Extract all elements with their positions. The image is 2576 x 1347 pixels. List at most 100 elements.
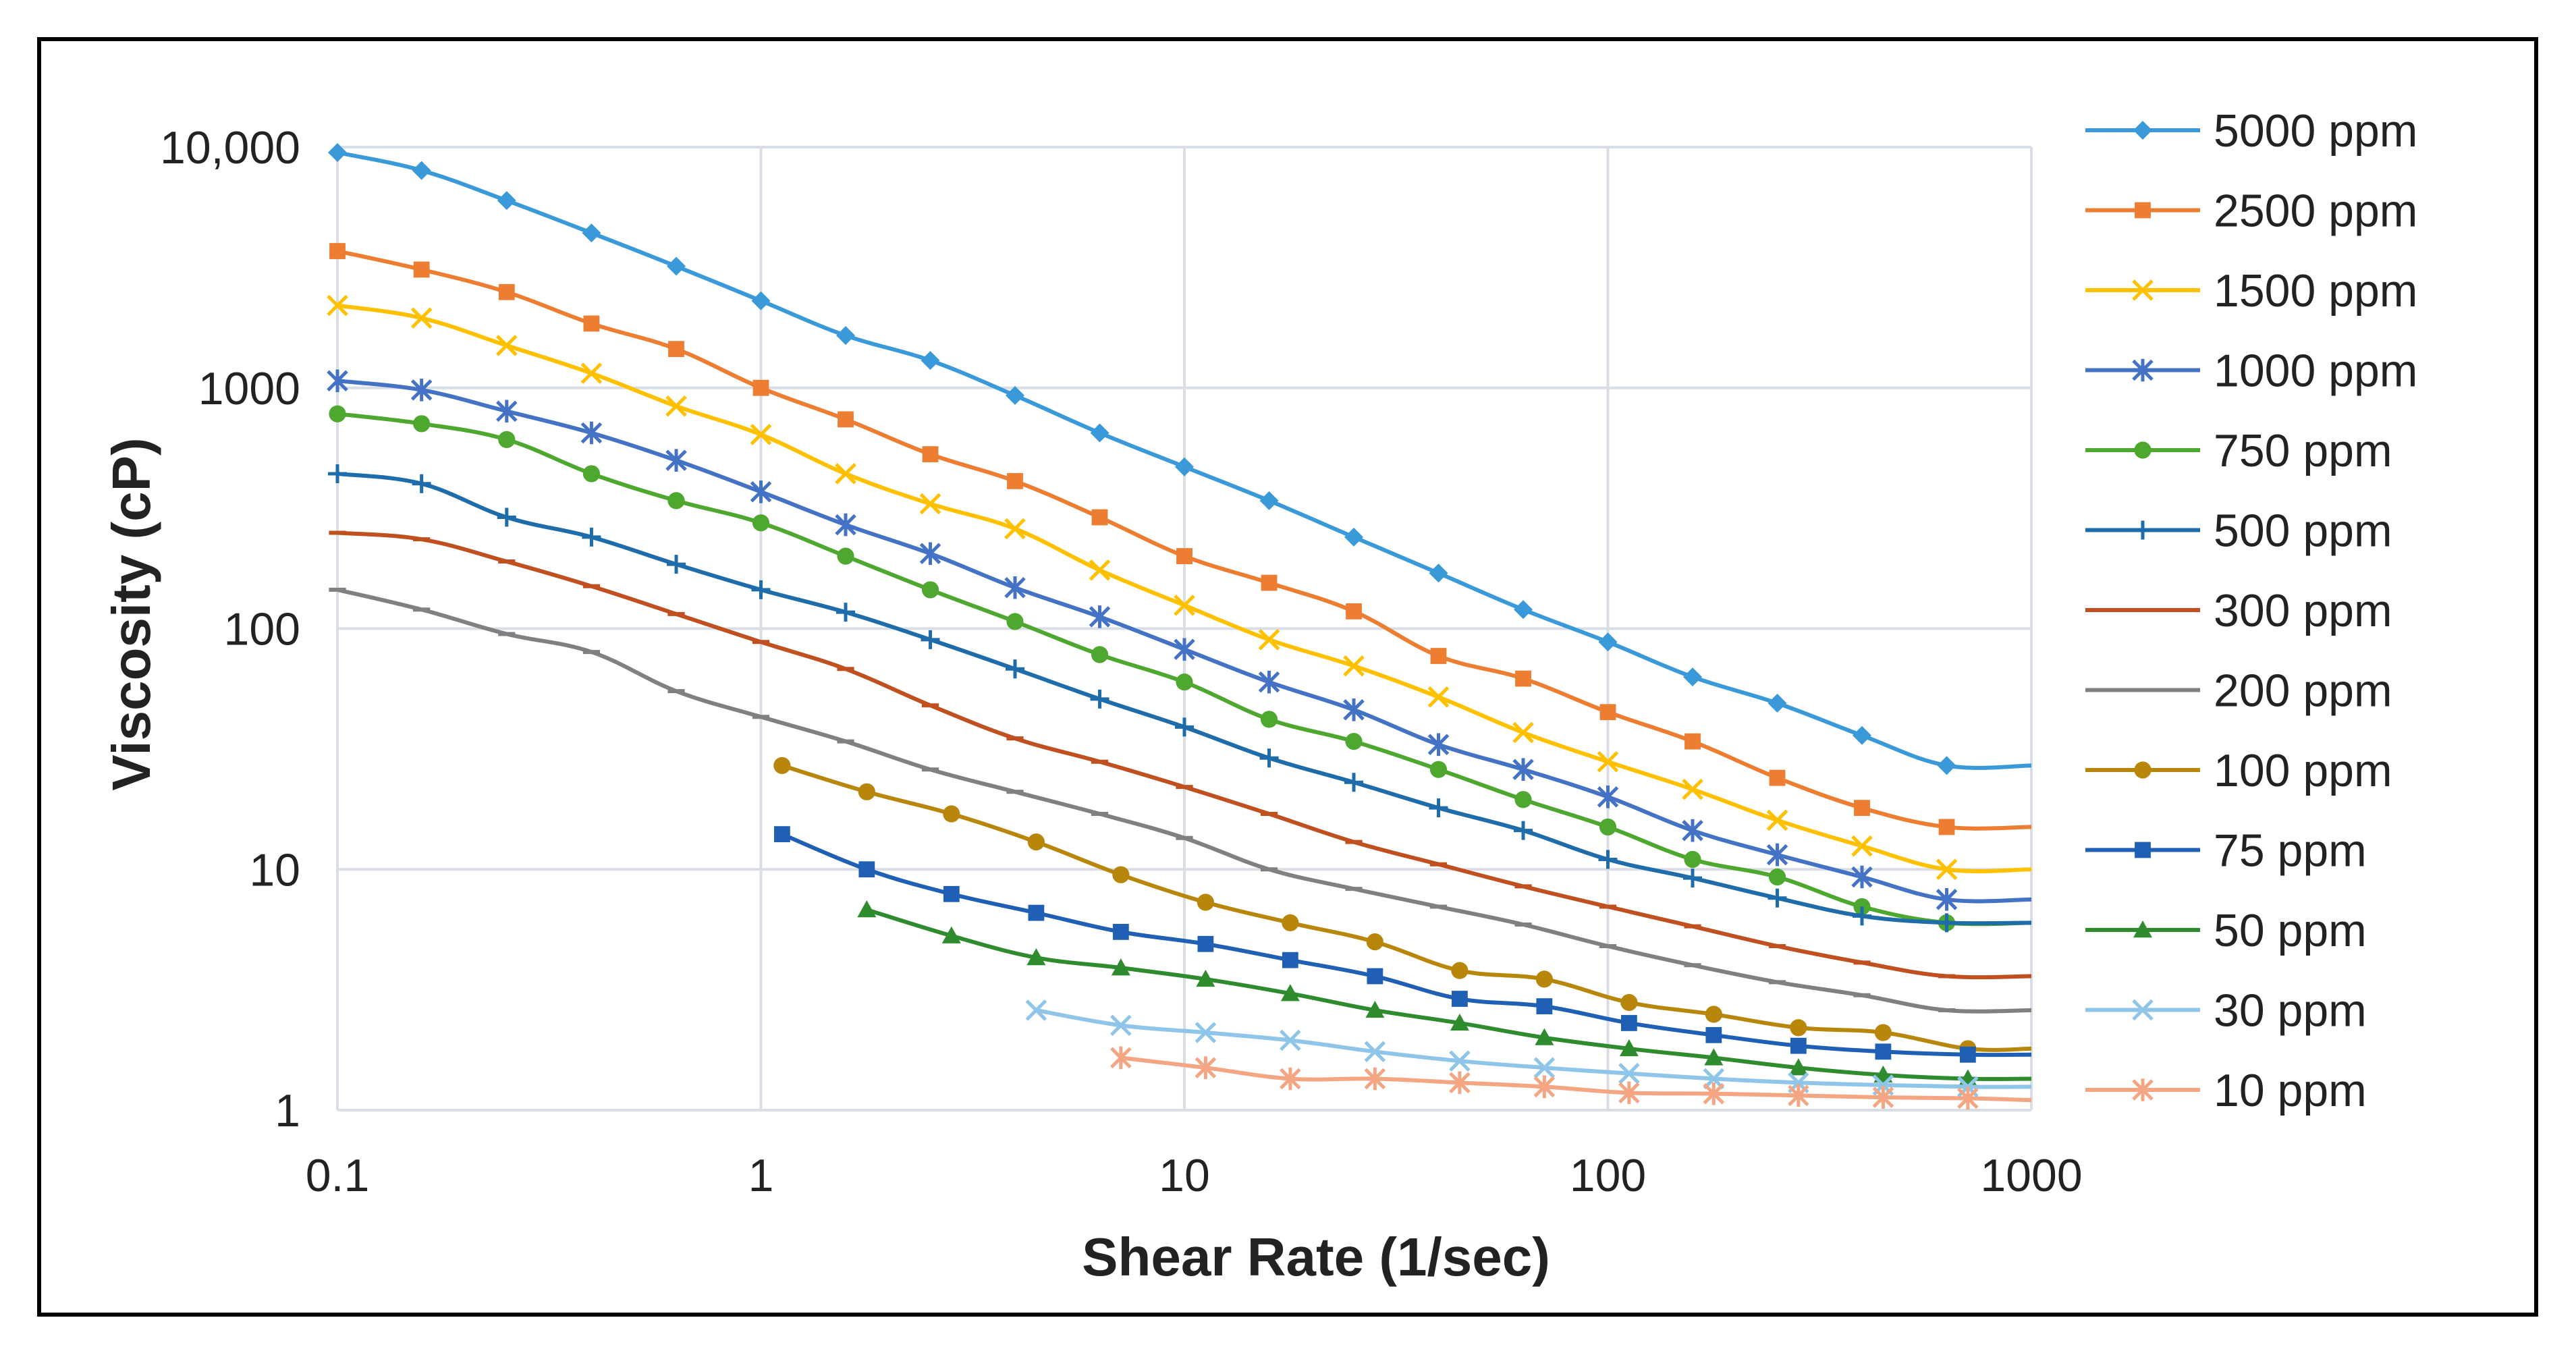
data-point xyxy=(1620,993,1638,1012)
data-point xyxy=(2133,920,2152,938)
data-point xyxy=(1788,1058,1808,1076)
data-point xyxy=(921,630,940,649)
data-point xyxy=(667,492,685,510)
data-point xyxy=(1533,1057,1556,1078)
x-tick-label: 100 xyxy=(1570,1150,1646,1201)
data-point xyxy=(921,351,940,370)
data-point xyxy=(1620,1015,1637,1031)
legend-item: 300 ppm xyxy=(2085,585,2392,636)
data-point xyxy=(773,826,790,843)
data-point xyxy=(1872,1086,1894,1109)
data-point xyxy=(1854,800,1870,817)
data-point xyxy=(1683,667,1703,687)
y-tick-label: 10 xyxy=(249,844,300,896)
x-tick-label: 1000 xyxy=(1980,1150,2082,1201)
data-point xyxy=(1704,1048,1724,1066)
legend-label: 75 ppm xyxy=(2214,825,2367,877)
data-point xyxy=(327,369,348,393)
data-point xyxy=(750,480,772,503)
data-point xyxy=(1004,518,1026,540)
legend-item: 100 ppm xyxy=(2085,745,2392,796)
data-point xyxy=(1346,603,1362,620)
data-point xyxy=(836,326,856,346)
data-point xyxy=(1429,563,1448,583)
x-tick-label: 10 xyxy=(1159,1150,1210,1201)
data-point xyxy=(1597,786,1619,808)
data-point xyxy=(1938,819,1955,835)
data-point xyxy=(1618,1081,1640,1105)
legend-item: 2500 ppm xyxy=(2085,186,2417,237)
data-point xyxy=(837,547,854,565)
data-point xyxy=(2132,358,2154,382)
data-point xyxy=(580,362,603,384)
data-point xyxy=(1091,509,1108,526)
data-point xyxy=(1599,818,1617,836)
data-point xyxy=(329,243,346,259)
data-point xyxy=(1875,1043,1892,1060)
legend-label: 50 ppm xyxy=(2214,905,2367,956)
data-point xyxy=(1790,1019,1807,1037)
data-point xyxy=(1196,969,1215,987)
series-5000-ppm xyxy=(328,142,2032,775)
y-tick-label: 10,000 xyxy=(160,122,300,173)
data-point xyxy=(1533,1075,1556,1099)
data-point xyxy=(943,885,960,902)
data-point xyxy=(750,424,772,445)
data-point xyxy=(921,581,939,599)
data-point xyxy=(1535,970,1553,988)
series-group xyxy=(327,142,2032,1110)
data-point xyxy=(1028,904,1045,921)
data-point xyxy=(665,449,687,472)
data-point xyxy=(413,261,430,278)
data-point xyxy=(1705,1026,1722,1043)
legend: 5000 ppm 2500 ppm 1500 ppm 1000 ppm 750 ppm 5… xyxy=(2085,105,2417,1116)
legend-item: 50 ppm xyxy=(2085,905,2367,956)
legend-item: 200 ppm xyxy=(2085,665,2392,717)
data-point xyxy=(1851,865,1873,889)
data-point xyxy=(1514,791,1532,808)
data-point xyxy=(413,415,431,433)
series-line xyxy=(781,763,2032,1052)
data-point xyxy=(1345,733,1363,750)
data-point xyxy=(1767,888,1787,908)
data-point xyxy=(1258,670,1280,694)
data-point xyxy=(1344,773,1364,792)
legend-label: 30 ppm xyxy=(2214,985,2367,1037)
data-point xyxy=(1027,833,1045,851)
data-point xyxy=(919,542,941,566)
data-point xyxy=(1364,1067,1386,1091)
data-point xyxy=(1343,698,1365,721)
data-point xyxy=(1450,1013,1469,1031)
data-point xyxy=(1788,1084,1809,1107)
data-point xyxy=(1367,968,1383,985)
data-point xyxy=(1515,670,1531,687)
data-point xyxy=(1364,1041,1386,1063)
data-point xyxy=(1790,1037,1807,1054)
data-point xyxy=(410,307,433,329)
data-point xyxy=(943,805,960,823)
data-point xyxy=(1110,1046,1132,1070)
data-point xyxy=(1259,748,1279,768)
data-point xyxy=(1599,704,1616,721)
data-point xyxy=(919,493,941,515)
series-500-ppm xyxy=(328,464,2032,933)
data-point xyxy=(582,527,601,547)
data-point xyxy=(1936,858,1958,881)
data-point xyxy=(751,291,771,310)
legend-label: 300 ppm xyxy=(2214,585,2392,636)
data-point xyxy=(2132,279,2154,301)
data-point xyxy=(1703,1082,1725,1105)
data-point xyxy=(1619,1039,1639,1057)
data-point xyxy=(412,161,431,180)
data-point xyxy=(752,514,770,532)
data-point xyxy=(2135,842,2151,858)
data-point xyxy=(410,379,433,402)
data-point xyxy=(1598,850,1618,869)
data-point xyxy=(1197,894,1214,911)
data-point xyxy=(497,191,516,211)
legend-label: 100 ppm xyxy=(2214,745,2392,796)
data-point xyxy=(1280,1029,1301,1051)
series-1500-ppm xyxy=(327,294,2032,881)
